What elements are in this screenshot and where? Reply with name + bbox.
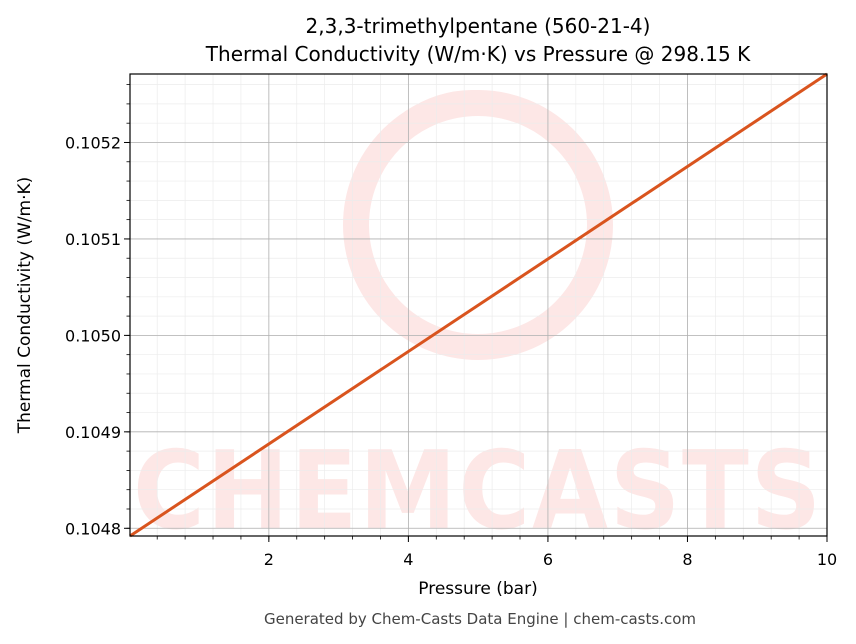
x-tick-label: 2	[264, 550, 274, 569]
y-tick-label: 0.1052	[65, 133, 121, 152]
y-axis: 0.1048 0.1049 0.1050 0.1051 0.1052	[65, 84, 130, 538]
series-layer	[129, 72, 828, 538]
y-tick-label: 0.1048	[65, 519, 121, 538]
watermark-logo-icon	[343, 90, 613, 360]
x-tick-label: 4	[403, 550, 413, 569]
x-axis: 2 4 6 8 10	[156, 536, 837, 569]
y-tick-label: 0.1051	[65, 230, 121, 249]
watermark: CHEMCASTS	[133, 90, 823, 554]
y-axis-label: Thermal Conductivity (W/m·K)	[15, 177, 35, 435]
x-axis-label: Pressure (bar)	[418, 579, 537, 599]
x-tick-label: 10	[817, 550, 837, 569]
plot-frame	[129, 73, 828, 537]
footer-credit: Generated by Chem-Casts Data Engine | ch…	[264, 610, 696, 628]
y-tick-label: 0.1049	[65, 423, 121, 442]
x-tick-label: 8	[682, 550, 692, 569]
watermark-text: CHEMCASTS	[133, 429, 823, 554]
chart-title: 2,3,3-trimethylpentane (560-21-4)	[306, 14, 651, 38]
y-tick-label: 0.1050	[65, 326, 121, 345]
chart-subtitle: Thermal Conductivity (W/m·K) vs Pressure…	[205, 42, 751, 66]
series-line	[129, 72, 828, 538]
x-tick-label: 6	[543, 550, 553, 569]
